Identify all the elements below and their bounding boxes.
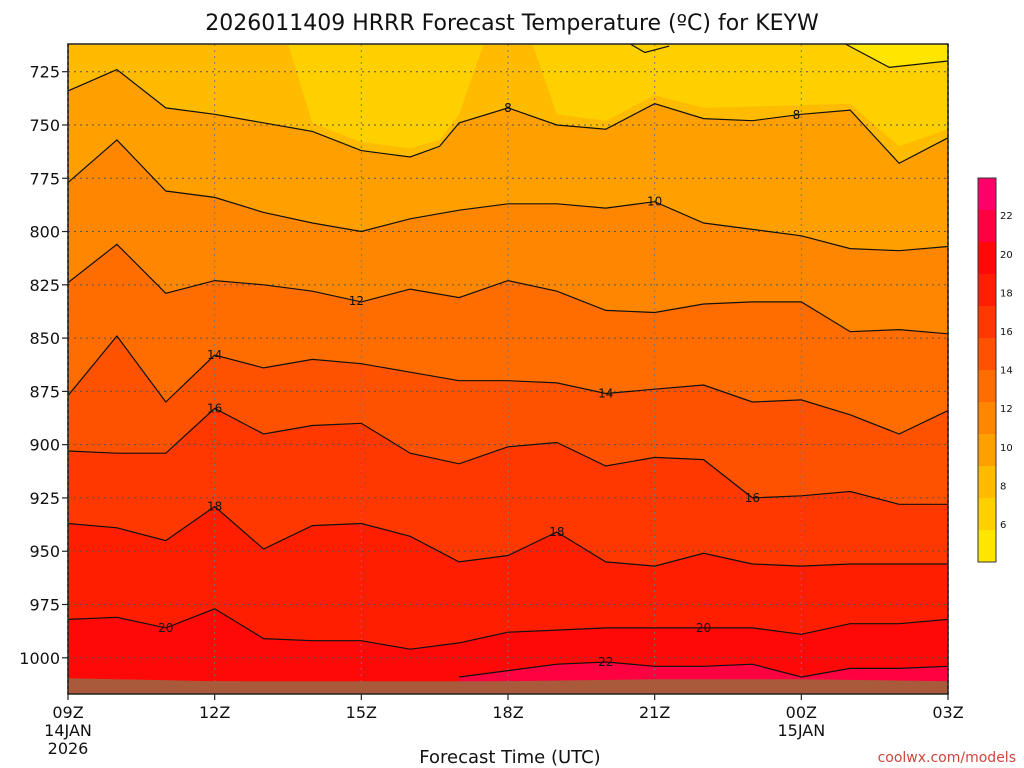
contour-label-18-0: 18 [207, 499, 222, 513]
colorbar-swatch-9 [978, 242, 996, 274]
colorbar-label-18: 18 [1000, 288, 1013, 299]
contour-label-22-0: 22 [598, 655, 613, 669]
contour-line-8 [68, 68, 948, 165]
x-tick-label-09Z: 09Z [52, 703, 83, 722]
x-tick-year-2026: 2026 [48, 739, 89, 758]
colorbar-swatch-6 [978, 338, 996, 370]
contour-label-20-0: 20 [158, 621, 173, 635]
colorbar-swatch-10 [978, 210, 996, 242]
contour-label-10-0: 10 [647, 195, 662, 209]
contour-line-20 [68, 608, 948, 650]
x-tick-label-18Z: 18Z [492, 703, 523, 722]
x-tick-label-00Z: 00Z [786, 703, 817, 722]
colorbar-swatch-1 [978, 498, 996, 530]
fill-patch-6to8 [288, 44, 484, 149]
fill-patch-6to8-b [532, 44, 948, 147]
colorbar-swatch-2 [978, 466, 996, 498]
y-tick-label-925: 925 [29, 489, 60, 508]
contour-label-14-0: 14 [207, 348, 222, 362]
credit-text: coolwx.com/models [878, 750, 1016, 766]
colorbar-label-8: 8 [1000, 481, 1006, 492]
colorbar: 6 8 10 12 14 16 18 20 22 [977, 177, 1013, 563]
contour-label-14-1: 14 [598, 387, 613, 401]
contour-label-8-0: 8 [504, 101, 512, 115]
colorbar-label-16: 16 [1000, 327, 1013, 338]
colorbar-label-20: 20 [1000, 250, 1013, 261]
contour-line-6 [845, 44, 948, 69]
colorbar-label-10: 10 [1000, 443, 1013, 454]
x-tick-label-12Z: 12Z [199, 703, 230, 722]
contour-line-16 [68, 407, 948, 505]
y-tick-label-875: 875 [29, 382, 60, 401]
colorbar-swatch-7 [978, 306, 996, 338]
axes: 725 750 775 800 825 850 875 900 925 950 975 1000 09Z… [19, 43, 964, 758]
x-tick-date-14JAN: 14JAN [44, 721, 92, 740]
colorbar-frame [977, 177, 997, 563]
y-tick-label-975: 975 [29, 595, 60, 614]
y-tick-label-950: 950 [29, 542, 60, 561]
plot-area: 8 8 10 12 14 14 16 16 18 18 20 20 22 [68, 44, 948, 694]
plot-layers: 8 8 10 12 14 14 16 16 18 18 20 20 22 [68, 44, 948, 694]
colorbar-label-12: 12 [1000, 404, 1013, 415]
y-tick-label-750: 750 [29, 116, 60, 135]
colorbar-swatch-5 [978, 370, 996, 402]
contour-line-12 [68, 243, 948, 335]
contour-label-16-0: 16 [207, 401, 222, 415]
y-tick-label-900: 900 [29, 436, 60, 455]
chart-title: 2026011409 HRRR Forecast Temperature (ºC… [205, 11, 819, 36]
ground-edge [68, 678, 948, 686]
y-tick-label-850: 850 [29, 329, 60, 348]
y-tick-label-775: 775 [29, 169, 60, 188]
colorbar-swatch-3 [978, 434, 996, 466]
contour-line-10 [68, 139, 948, 252]
colorbar-swatch-4 [978, 402, 996, 434]
x-tick-label-21Z: 21Z [639, 703, 670, 722]
x-tick-label-15Z: 15Z [346, 703, 377, 722]
colorbar-label-14: 14 [1000, 366, 1013, 377]
x-tick-label-03Z: 03Z [932, 703, 963, 722]
x-axis-label: Forecast Time (UTC) [419, 747, 600, 768]
contour-label-18-1: 18 [549, 525, 564, 539]
y-tick-label-825: 825 [29, 276, 60, 295]
contour-line-14 [68, 335, 948, 435]
contour-label-16-1: 16 [745, 491, 760, 505]
colorbar-swatch-8 [978, 274, 996, 306]
colorbar-swatch-11 [978, 178, 996, 210]
fill-patch-6 [845, 44, 948, 68]
y-tick-label-800: 800 [29, 223, 60, 242]
contour-line-22 [459, 661, 948, 678]
contour-line-6-fragment [629, 44, 670, 54]
y-tick-label-725: 725 [29, 63, 60, 82]
contour-line-18 [68, 505, 948, 567]
y-tick-label-1000: 1000 [19, 649, 60, 668]
colorbar-swatch-0 [978, 530, 996, 562]
colorbar-label-22: 22 [1000, 211, 1013, 222]
contour-label-8-1: 8 [793, 108, 801, 122]
contour-label-12-0: 12 [349, 294, 364, 308]
x-tick-date-15JAN: 15JAN [777, 721, 825, 740]
colorbar-label-6: 6 [1000, 520, 1006, 531]
contour-label-20-1: 20 [696, 621, 711, 635]
